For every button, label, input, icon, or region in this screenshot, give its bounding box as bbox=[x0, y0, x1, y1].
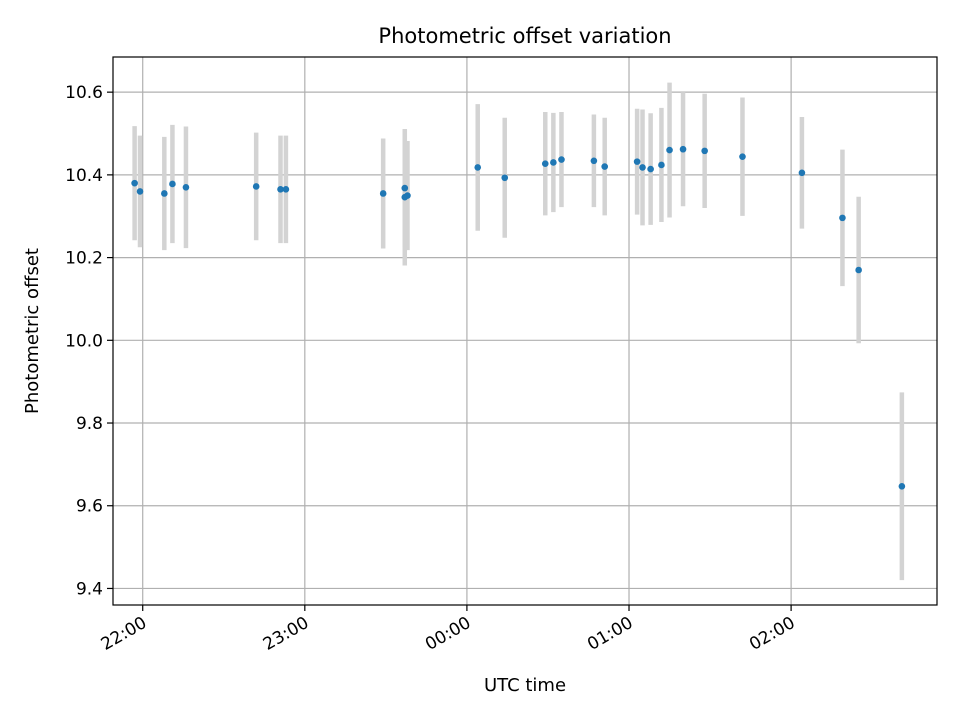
x-axis-title: UTC time bbox=[484, 675, 566, 696]
data-point bbox=[558, 156, 565, 163]
data-point bbox=[839, 214, 846, 222]
chart-title: Photometric offset variation bbox=[378, 24, 671, 48]
data-point bbox=[474, 164, 482, 171]
grid bbox=[113, 57, 937, 605]
data-point bbox=[739, 153, 746, 160]
data-point bbox=[136, 188, 144, 195]
data-point bbox=[701, 147, 708, 155]
data-point bbox=[182, 183, 190, 191]
plot-frame bbox=[112, 56, 938, 606]
y-tick-label: 9.8 bbox=[76, 414, 103, 434]
y-tick-label: 9.6 bbox=[76, 497, 103, 517]
data-point bbox=[282, 186, 290, 193]
y-tick-label: 10.4 bbox=[65, 166, 103, 186]
data-point bbox=[666, 146, 673, 154]
y-tick-label: 9.4 bbox=[76, 579, 103, 599]
data-point bbox=[633, 158, 641, 165]
data-point bbox=[590, 157, 598, 165]
data-point bbox=[679, 145, 687, 153]
y-axis-title: Photometric offset bbox=[22, 248, 43, 414]
data-point bbox=[252, 183, 260, 190]
data-point bbox=[647, 165, 654, 173]
data-point bbox=[131, 179, 138, 187]
data-point bbox=[550, 159, 557, 166]
data-point bbox=[658, 161, 665, 169]
y-tick-label: 10.2 bbox=[65, 249, 103, 269]
data-point bbox=[401, 184, 409, 192]
data-point bbox=[169, 180, 176, 188]
data-point bbox=[855, 266, 862, 274]
y-tick-label: 10.0 bbox=[65, 331, 103, 351]
data-point bbox=[161, 190, 168, 197]
data-point bbox=[541, 160, 549, 168]
data-point bbox=[639, 164, 646, 171]
y-axis: 9.4 9.6 9.8 10.0 10.2 10.4 10.6 bbox=[65, 83, 113, 599]
data-point bbox=[379, 190, 387, 197]
y-tick-label: 10.6 bbox=[65, 83, 103, 103]
data-point bbox=[277, 186, 284, 193]
data-point bbox=[501, 174, 509, 182]
data-point bbox=[404, 192, 411, 199]
data-point bbox=[798, 169, 806, 177]
data-points bbox=[131, 145, 906, 490]
data-point bbox=[601, 163, 608, 170]
data-point bbox=[898, 483, 906, 490]
